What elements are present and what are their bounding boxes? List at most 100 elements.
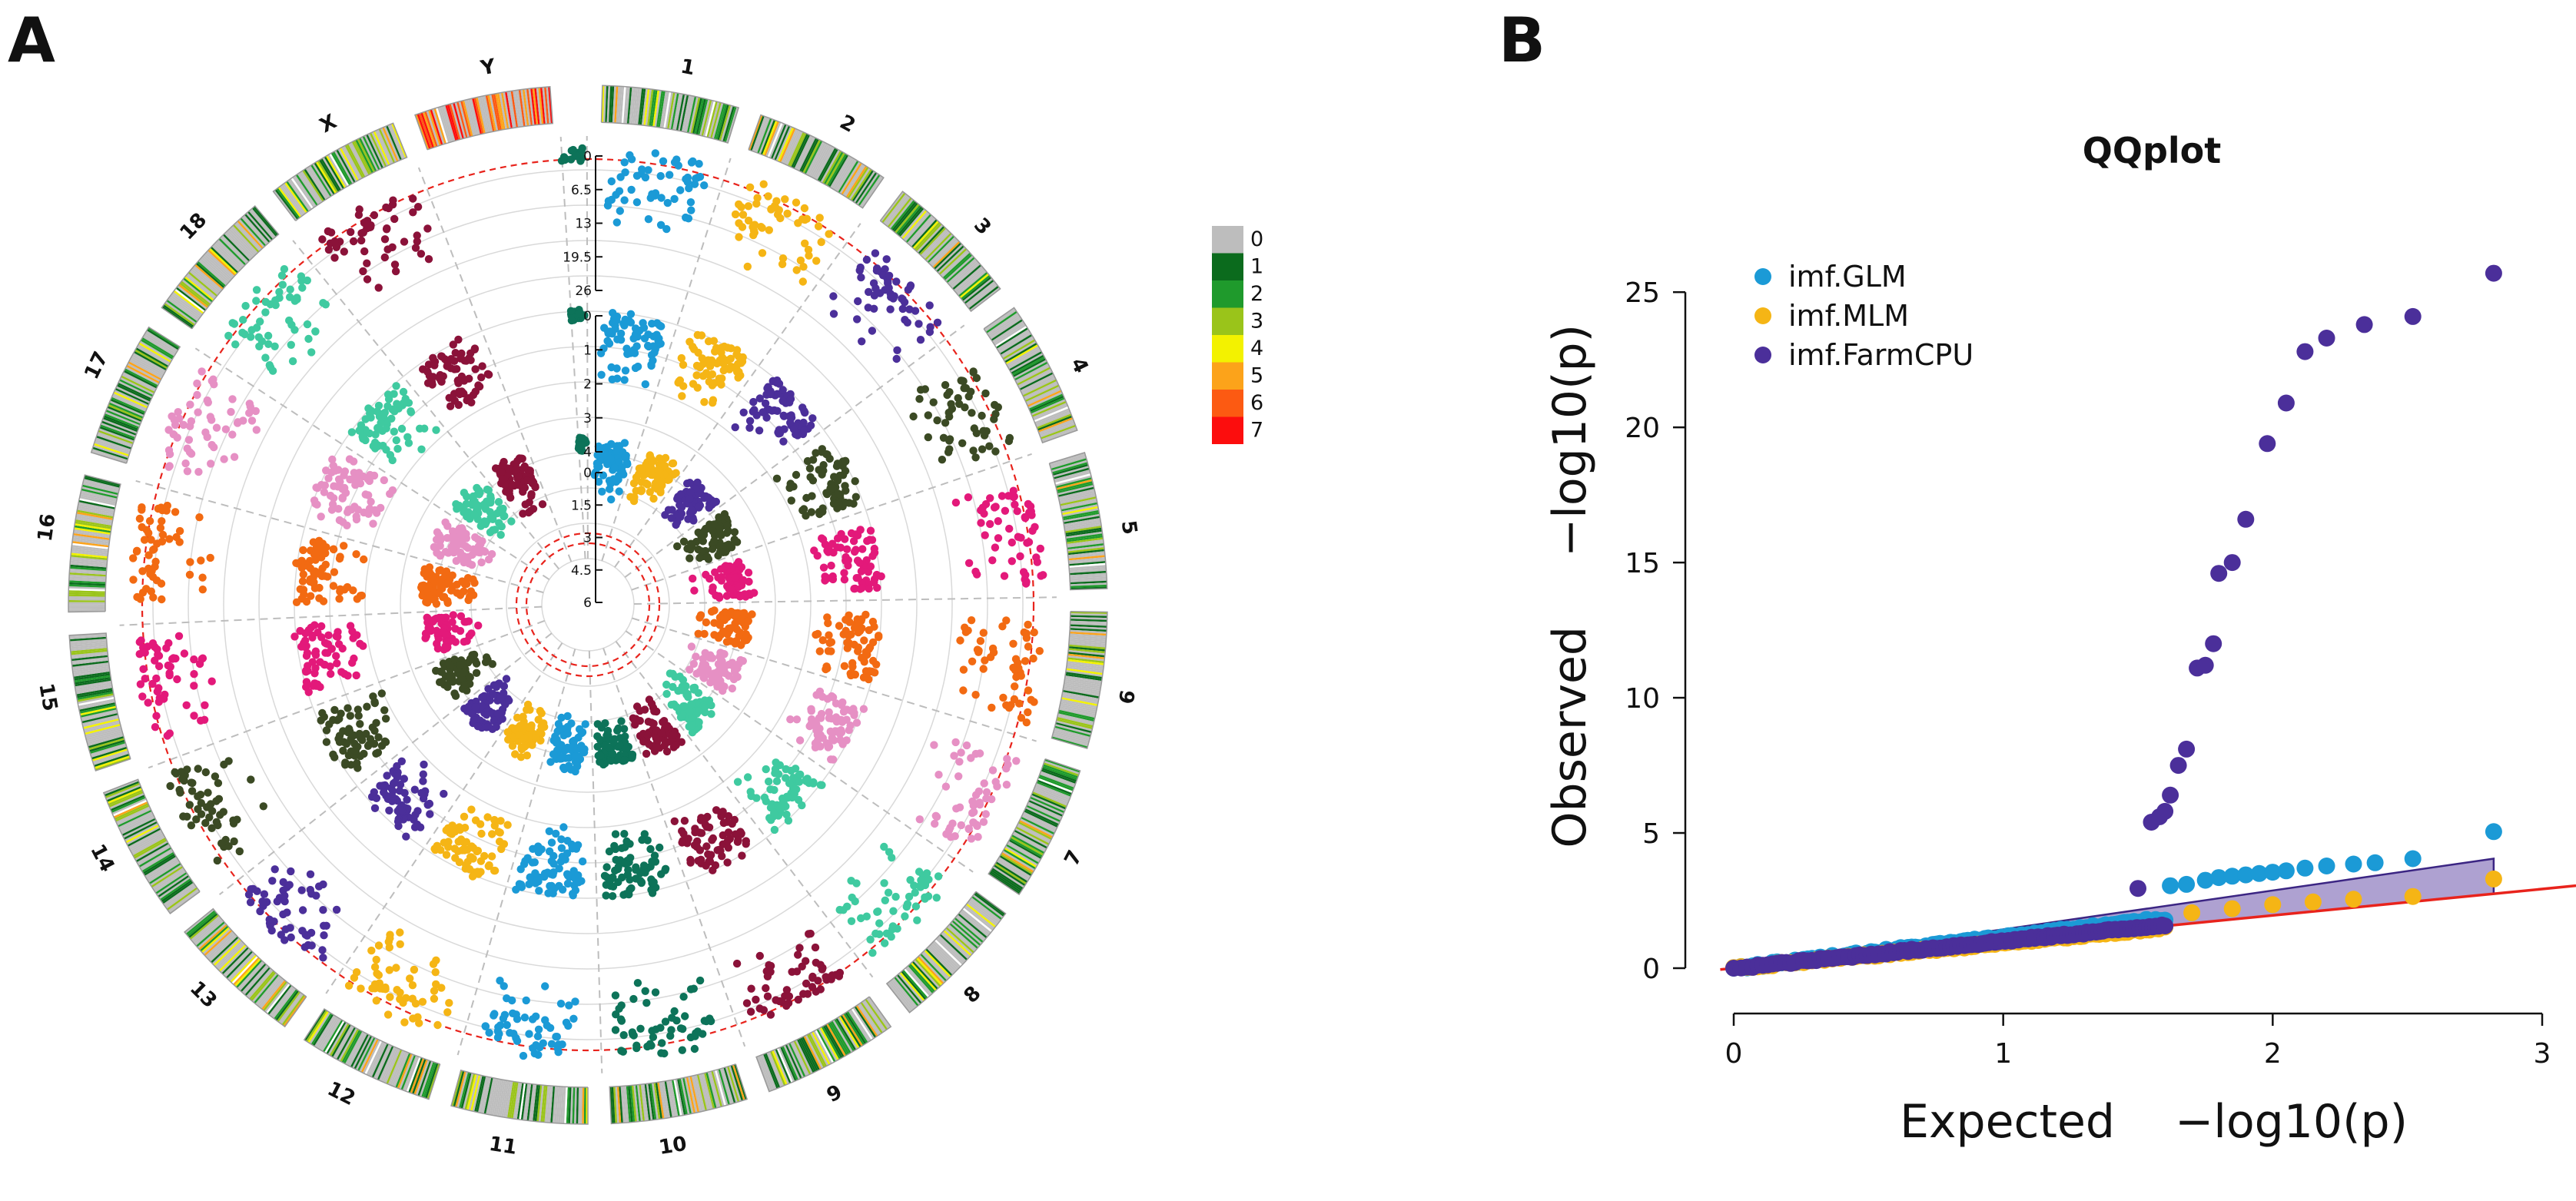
- point-chr5-ring1: [998, 492, 1007, 500]
- density-cell-4: [1021, 375, 1055, 394]
- point-chr18-ring1: [271, 296, 280, 304]
- point-chr17-ring2: [335, 516, 344, 525]
- density-cell-18: [230, 227, 257, 255]
- density-cell-10: [655, 1082, 662, 1120]
- point-chr16-ring1: [147, 536, 155, 544]
- point-chr2-ring1: [765, 226, 773, 234]
- point-chr12-ring1: [370, 984, 380, 993]
- density-cell-3: [897, 206, 923, 236]
- point-chr13-ring1: [249, 884, 257, 894]
- density-cell-8: [901, 970, 927, 1000]
- point-chr12-ring2: [496, 828, 504, 837]
- point-chrX-ring1: [363, 221, 371, 229]
- point-chr11-ring1: [522, 996, 530, 1005]
- density-cell-11: [480, 1077, 490, 1113]
- density-cell-10: [716, 1069, 729, 1106]
- density-cell-15: [69, 636, 107, 642]
- density-cell-14: [155, 871, 188, 894]
- density-cell-18: [211, 244, 240, 272]
- density-cell-X: [279, 185, 304, 217]
- point-chr9-ring1: [799, 990, 808, 998]
- density-cell-3: [927, 235, 955, 264]
- point-chr3-ring1: [882, 255, 891, 264]
- point-chr1-ring3: [596, 450, 604, 458]
- density-cell-7: [993, 864, 1026, 887]
- point-chr13-ring1: [265, 915, 274, 924]
- point-chr9-ring3: [657, 728, 666, 737]
- point-chr8-ring1: [882, 929, 891, 938]
- point-chr10-ring2: [602, 891, 610, 900]
- point-chr9-ring1: [794, 995, 803, 1004]
- density-cell-15: [77, 695, 115, 705]
- density-cell-6: [1068, 648, 1106, 654]
- density-cell-16: [68, 582, 106, 586]
- density-cell-10: [680, 1077, 690, 1115]
- point-chr4-ring1: [933, 416, 941, 425]
- point-chr14-ring1: [201, 818, 210, 828]
- point-chr9-ring2: [702, 814, 710, 822]
- point-chr12-ring1: [396, 988, 404, 997]
- point-chr2-ring1: [744, 202, 753, 211]
- point-chr4-ring1: [991, 400, 999, 410]
- density-cell-14: [154, 870, 187, 893]
- point-chr6-ring3: [726, 609, 735, 618]
- point-chr4-ring3: [719, 548, 728, 556]
- point-chr15-ring3: [456, 612, 466, 621]
- point-chr5-ring2: [824, 548, 833, 556]
- density-cell-15: [69, 639, 107, 644]
- point-chr12-ring1: [418, 997, 427, 1007]
- density-cell-6: [1054, 724, 1092, 735]
- point-chr12-ring2: [456, 825, 464, 834]
- point-chr4-ring1: [968, 409, 976, 417]
- density-cell-X: [282, 183, 307, 214]
- density-cell-2: [759, 118, 774, 154]
- point-chrX-ring2: [423, 367, 432, 377]
- point-chr9-ring1: [766, 1010, 775, 1019]
- point-chr7-ring1: [962, 741, 971, 750]
- density-cell-X: [355, 139, 373, 174]
- density-cell-4: [1004, 342, 1037, 363]
- density-cell-6: [1070, 615, 1107, 619]
- point-chr8-ring1: [905, 892, 914, 901]
- point-chr5-ring1: [1007, 557, 1017, 566]
- density-cell-4: [1017, 367, 1051, 386]
- point-chr2-ring3: [656, 477, 666, 486]
- point-chr5-ring2: [850, 547, 859, 556]
- density-cell-2: [777, 127, 795, 162]
- point-chr17-ring2: [349, 457, 358, 466]
- density-cell-Y: [522, 89, 529, 126]
- point-chr16-ring3: [437, 566, 445, 575]
- density-cell-6: [1070, 619, 1107, 622]
- point-chr6-ring2: [861, 610, 870, 619]
- density-cell-7: [1008, 839, 1042, 860]
- point-chr10-ring1: [678, 1046, 686, 1054]
- point-chr13-ring3: [500, 682, 509, 691]
- point-chr11-ring3: [564, 761, 573, 770]
- density-cell-14: [115, 806, 151, 824]
- point-chr4-ring2: [812, 449, 820, 457]
- point-chr14-ring2: [380, 706, 389, 715]
- point-chr2-ring1: [817, 237, 825, 247]
- density-cell-18: [184, 276, 214, 301]
- point-chr10-ring3: [593, 720, 602, 728]
- point-chrX-ring1: [374, 284, 383, 292]
- density-cell-1: [702, 100, 714, 137]
- density-cell-5: [1069, 570, 1107, 576]
- density-cell-18: [220, 236, 247, 264]
- density-cell-16: [68, 578, 106, 582]
- density-cell-X: [367, 133, 386, 168]
- density-cell-17: [99, 426, 135, 441]
- density-cell-6: [1069, 639, 1107, 644]
- density-cell-1: [639, 88, 646, 125]
- density-cell-7: [1025, 806, 1060, 824]
- density-cell-2: [801, 138, 819, 173]
- point-chr2-ring1: [743, 262, 752, 271]
- point-chr10-ring2: [648, 858, 656, 866]
- density-cell-9: [803, 1035, 822, 1070]
- point-chr10-ring2: [627, 884, 636, 893]
- point-chr11-ring1: [528, 1015, 537, 1024]
- density-cell-13: [202, 928, 231, 955]
- density-cell-7: [1004, 845, 1038, 866]
- density-cell-16: [68, 588, 106, 592]
